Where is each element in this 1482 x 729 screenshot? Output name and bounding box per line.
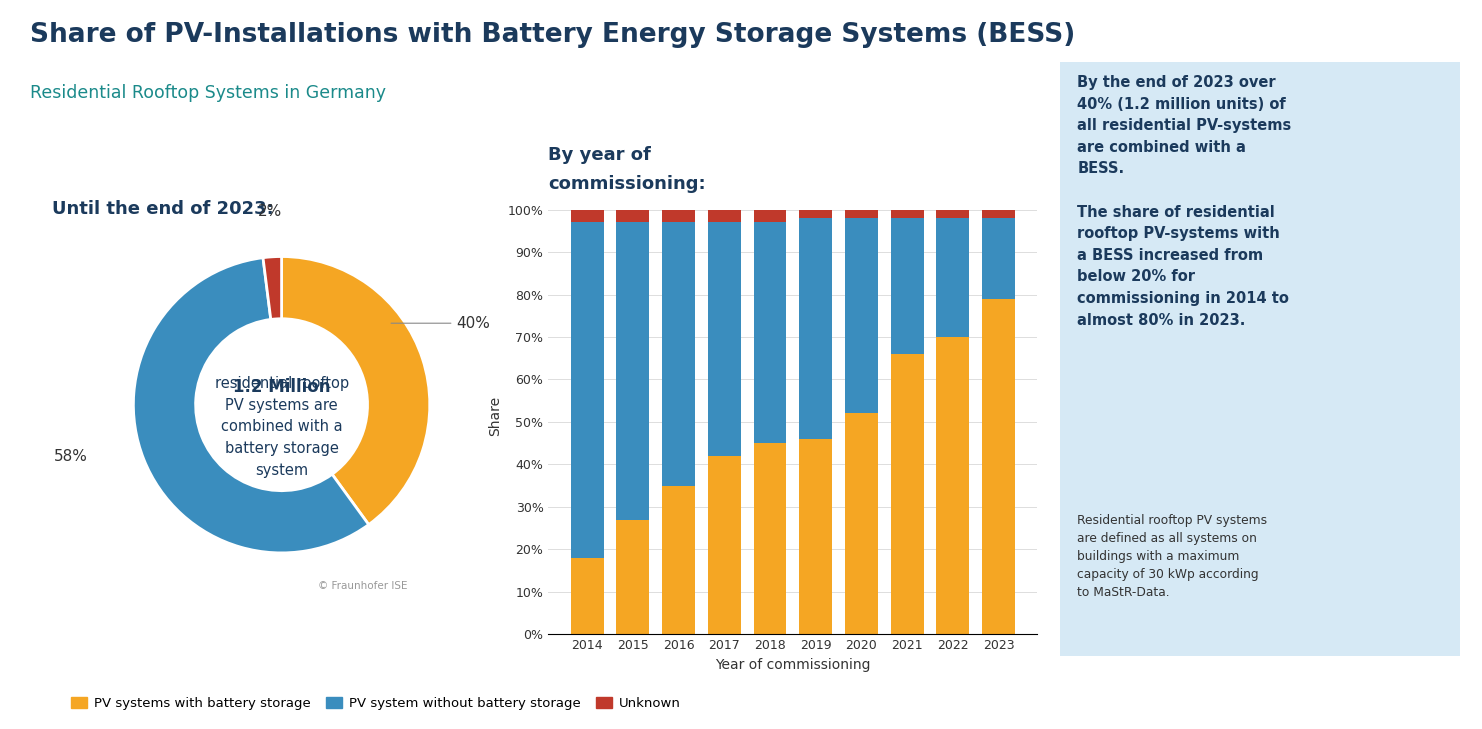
Wedge shape	[282, 257, 430, 525]
Bar	[891, 354, 923, 634]
Y-axis label: Share: Share	[488, 395, 502, 436]
Bar	[571, 222, 603, 558]
Text: 2%: 2%	[258, 204, 282, 219]
Text: Until the end of 2023:: Until the end of 2023:	[52, 200, 274, 218]
X-axis label: Year of commissioning: Year of commissioning	[716, 658, 870, 671]
Bar	[937, 218, 969, 337]
Bar	[662, 222, 695, 486]
Bar	[983, 299, 1015, 634]
Bar	[845, 209, 877, 218]
Bar	[891, 218, 923, 354]
Bar	[937, 337, 969, 634]
Bar	[845, 413, 877, 634]
Bar	[708, 456, 741, 634]
Text: Residential rooftop PV systems
are defined as all systems on
buildings with a ma: Residential rooftop PV systems are defin…	[1077, 514, 1267, 599]
Legend: PV systems with battery storage, PV system without battery storage, Unknown: PV systems with battery storage, PV syst…	[65, 692, 686, 715]
Wedge shape	[262, 257, 282, 319]
Bar	[571, 558, 603, 634]
Text: 40%: 40%	[391, 316, 491, 331]
Bar	[617, 222, 649, 520]
Bar	[753, 209, 787, 222]
Wedge shape	[133, 257, 369, 553]
Bar	[845, 218, 877, 413]
Text: Residential Rooftop Systems in Germany: Residential Rooftop Systems in Germany	[30, 84, 385, 102]
Bar	[617, 520, 649, 634]
Text: By the end of 2023 over
40% (1.2 million units) of
all residential PV-systems
ar: By the end of 2023 over 40% (1.2 million…	[1077, 75, 1292, 328]
Text: By year of: By year of	[548, 146, 651, 164]
Bar	[983, 218, 1015, 299]
Bar	[799, 218, 833, 439]
Bar	[617, 209, 649, 222]
Text: Share of PV-Installations with Battery Energy Storage Systems (BESS): Share of PV-Installations with Battery E…	[30, 22, 1074, 48]
Text: 1.2 Million: 1.2 Million	[233, 378, 330, 396]
Text: commissioning:: commissioning:	[548, 175, 705, 193]
Bar	[799, 209, 833, 218]
Bar	[753, 443, 787, 634]
Bar	[571, 209, 603, 222]
Bar	[662, 209, 695, 222]
Bar	[799, 439, 833, 634]
Bar	[937, 209, 969, 218]
Bar	[891, 209, 923, 218]
Bar	[983, 209, 1015, 218]
Bar	[753, 222, 787, 443]
Text: residential rooftop
PV systems are
combined with a
battery storage
system: residential rooftop PV systems are combi…	[215, 376, 348, 477]
Text: © Fraunhofer ISE: © Fraunhofer ISE	[319, 580, 408, 590]
Bar	[708, 222, 741, 456]
Bar	[708, 209, 741, 222]
Bar	[662, 486, 695, 634]
Text: 58%: 58%	[55, 449, 87, 464]
